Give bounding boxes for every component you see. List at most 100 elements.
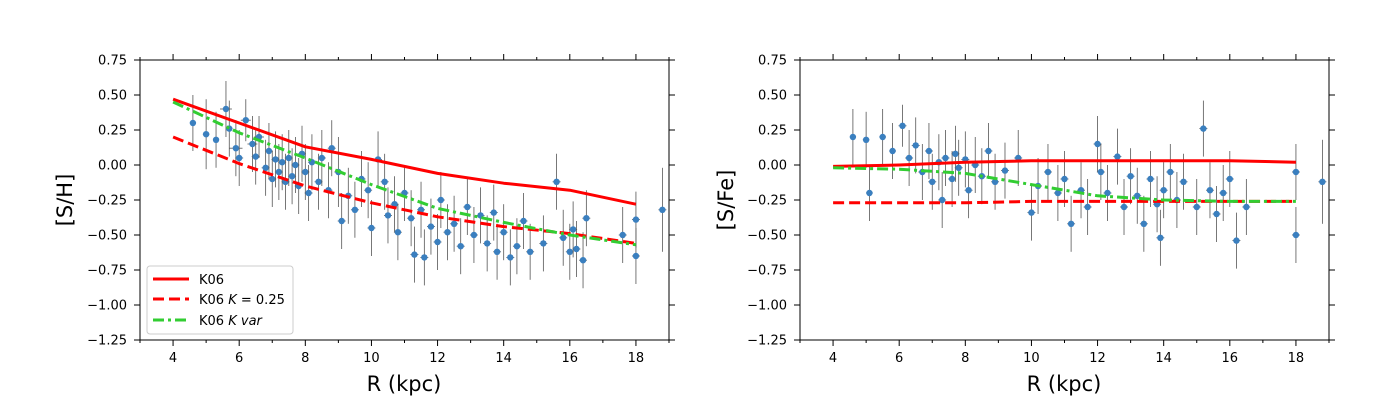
point-marker [1127,173,1134,180]
data-point [941,130,950,186]
point-marker [265,147,273,155]
data-point [898,104,907,147]
point-marker [249,140,256,148]
y-tick-label: −0.50 [747,229,787,244]
legend-box [146,265,294,335]
data-point [469,207,478,263]
point-marker [1147,175,1154,183]
point-marker [391,201,398,208]
data-point [1219,165,1228,221]
x-tick-label: 12 [429,351,446,366]
x-tick-label: 18 [628,351,645,366]
data-point [1232,212,1241,269]
point-marker [338,217,345,225]
point-marker [632,216,640,223]
point-marker [269,175,276,183]
data-point [954,139,963,196]
point-marker [222,105,230,113]
point-marker [275,168,283,176]
point-marker [948,175,956,183]
legend-label-k06-k025: K06 K = 0.25 [199,293,285,308]
series-line-k06 [833,159,1296,168]
x-tick-label: 6 [895,351,903,366]
data-point [350,181,359,238]
point-marker [619,231,626,239]
point-marker [483,240,491,247]
x-tick-label: 8 [961,351,969,366]
data-point [1291,207,1300,263]
point-marker [1104,189,1111,197]
point-marker [1061,175,1068,183]
point-marker [632,252,640,260]
data-point [317,130,326,186]
point-marker [1157,234,1164,241]
point-marker [1160,187,1167,194]
y-tick-label: −0.75 [87,264,127,279]
point-marker [955,164,962,171]
point-marker [569,226,577,233]
data-point [390,176,399,233]
data-point [618,207,627,263]
point-marker [235,154,243,162]
data-point [463,179,472,235]
x-axis-label: R (kpc) [367,372,442,396]
data-point [278,134,287,191]
point-marker [929,178,936,185]
data-point [938,172,947,228]
point-marker [912,142,919,149]
point-marker [407,215,415,222]
point-marker [526,248,534,255]
x-tick-label: 6 [235,351,243,366]
point-marker [364,187,372,194]
point-marker [384,212,392,219]
point-marker [464,203,471,211]
x-tick-label: 14 [1155,351,1172,366]
series-line-k06-k-var [172,100,637,247]
point-marker [292,161,299,169]
point-marker [905,154,913,162]
data-point [247,116,258,172]
point-marker [1028,209,1035,216]
data-point [506,229,515,286]
data-point [905,130,914,186]
point-marker [553,178,560,185]
point-marker [417,206,425,213]
data-point [1044,144,1052,200]
data-point [539,215,548,272]
data-point [964,162,973,219]
point-marker [1180,178,1187,185]
y-tick-label: −0.25 [747,194,787,209]
point-marker [302,168,309,176]
data-point [1156,209,1165,266]
data-point [1001,142,1009,199]
axis-ticks: 4 6 8 10 12 14 16 18 0.75 0.50 0.25 0.00 −0.25 −0.50 −… [87,54,675,366]
point-marker [1226,175,1234,183]
point-marker [1044,168,1052,176]
point-marker [1233,237,1240,244]
point-marker [899,122,906,129]
data-point [367,200,376,256]
data-point [220,81,232,137]
point-marker [925,147,933,155]
y-axis-label: [S/H] [53,174,77,227]
point-marker [1206,187,1214,194]
point-marker [189,119,197,127]
data-point [1126,148,1135,205]
x-tick-label: 12 [1089,351,1106,366]
y-tick-label: −0.25 [87,194,127,209]
y-tick-label: 0.00 [98,159,127,174]
point-marker [202,131,210,138]
y-tick-label: 0.50 [758,89,787,104]
point-marker [411,251,418,258]
point-marker [328,145,335,152]
point-marker [866,189,873,197]
data-point [304,165,313,221]
y-tick-label: −0.75 [747,264,787,279]
point-marker [952,150,959,157]
point-marker [1319,178,1326,185]
point-marker [450,220,458,227]
data-point [1113,128,1122,185]
point-marker [507,254,514,261]
data-points [172,81,667,289]
